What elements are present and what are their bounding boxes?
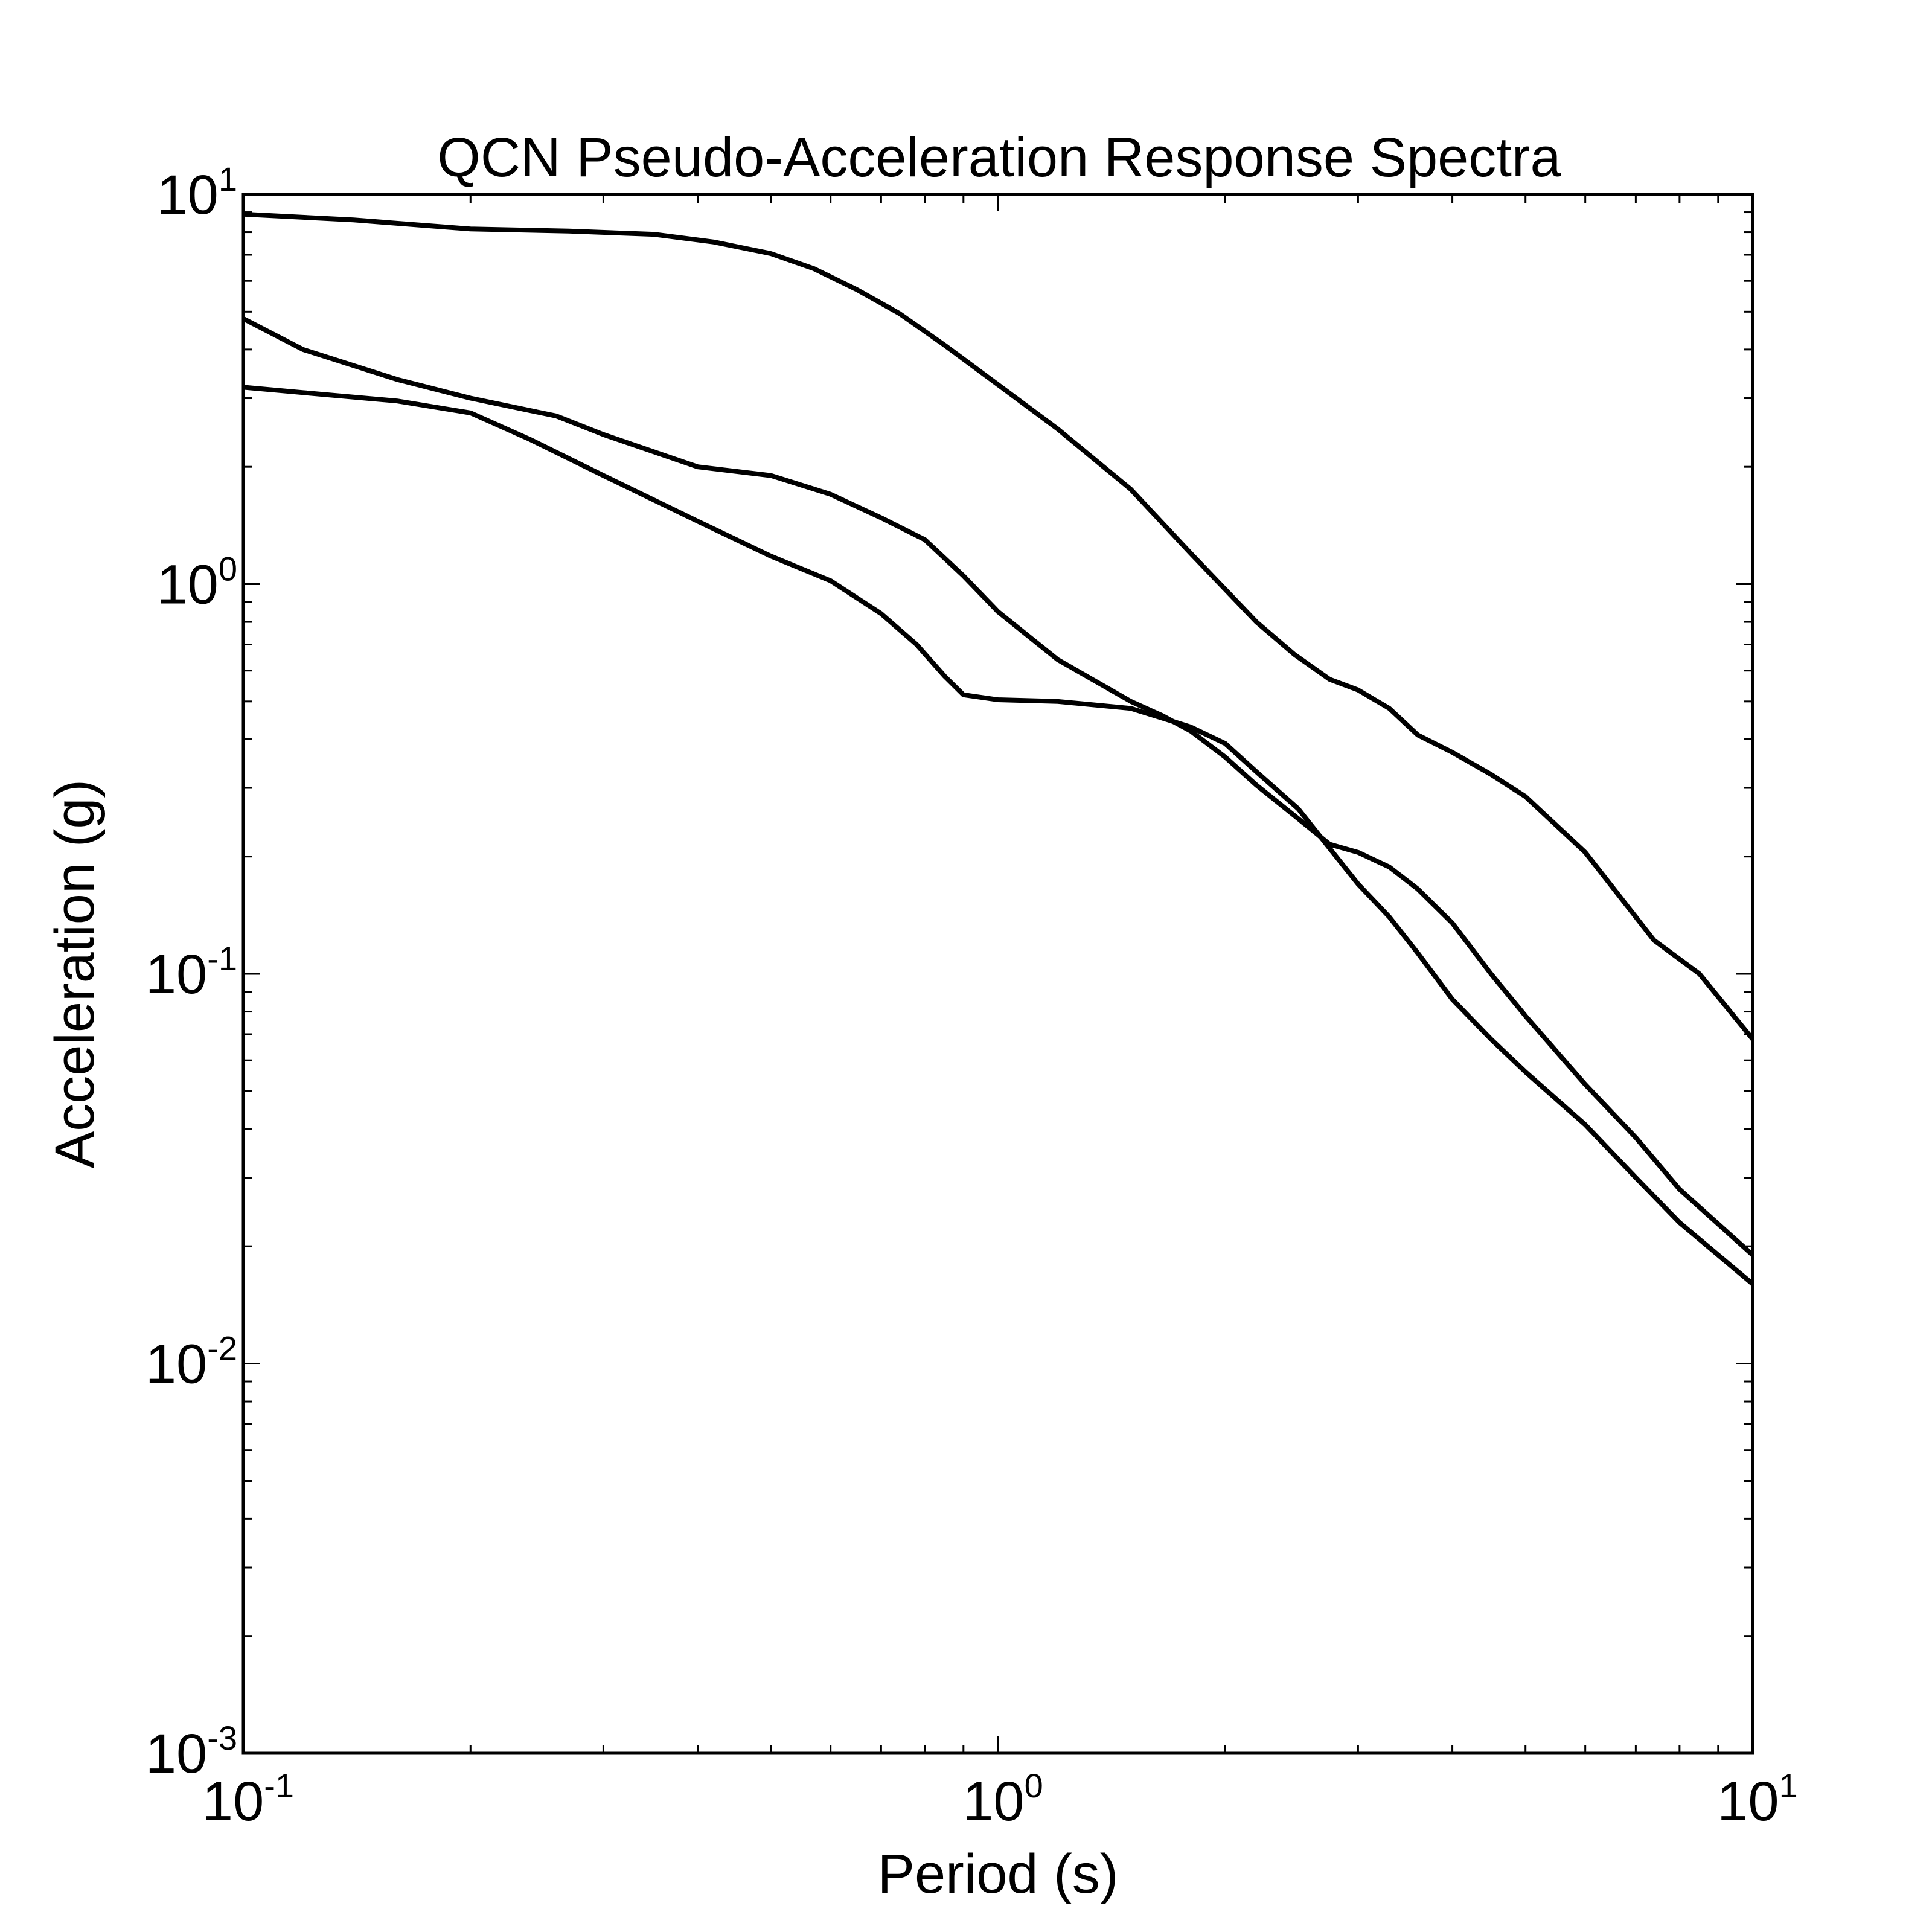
y-tick-labels: 10-3 10-2 10-1 100 101: [146, 160, 237, 1785]
y-tick-label: 100: [157, 550, 238, 616]
spectrum-line-2: [242, 316, 1754, 1257]
x-tick-labels: 10-1 100 101: [202, 1767, 1798, 1832]
spectrum-line-3: [243, 385, 1754, 1286]
x-axis-label: Period (s): [878, 1843, 1119, 1905]
y-tick-label: 10-1: [146, 939, 237, 1005]
x-tick-label: 10-1: [202, 1767, 294, 1832]
x-tick-label: 100: [962, 1767, 1043, 1832]
x-tick-label: 101: [1717, 1767, 1798, 1832]
series-layer: [242, 211, 1755, 1286]
y-tick-label: 10-2: [146, 1329, 237, 1395]
y-axis-label: Acceleration (g): [44, 779, 106, 1168]
chart-title: QCN Pseudo-Acceleration Response Spectra: [437, 127, 1561, 188]
spectrum-line-1: [243, 211, 1755, 1041]
y-tick-label: 101: [157, 160, 238, 226]
y-tick-label: 10-3: [146, 1719, 237, 1785]
plot-frame: [242, 193, 1754, 1755]
